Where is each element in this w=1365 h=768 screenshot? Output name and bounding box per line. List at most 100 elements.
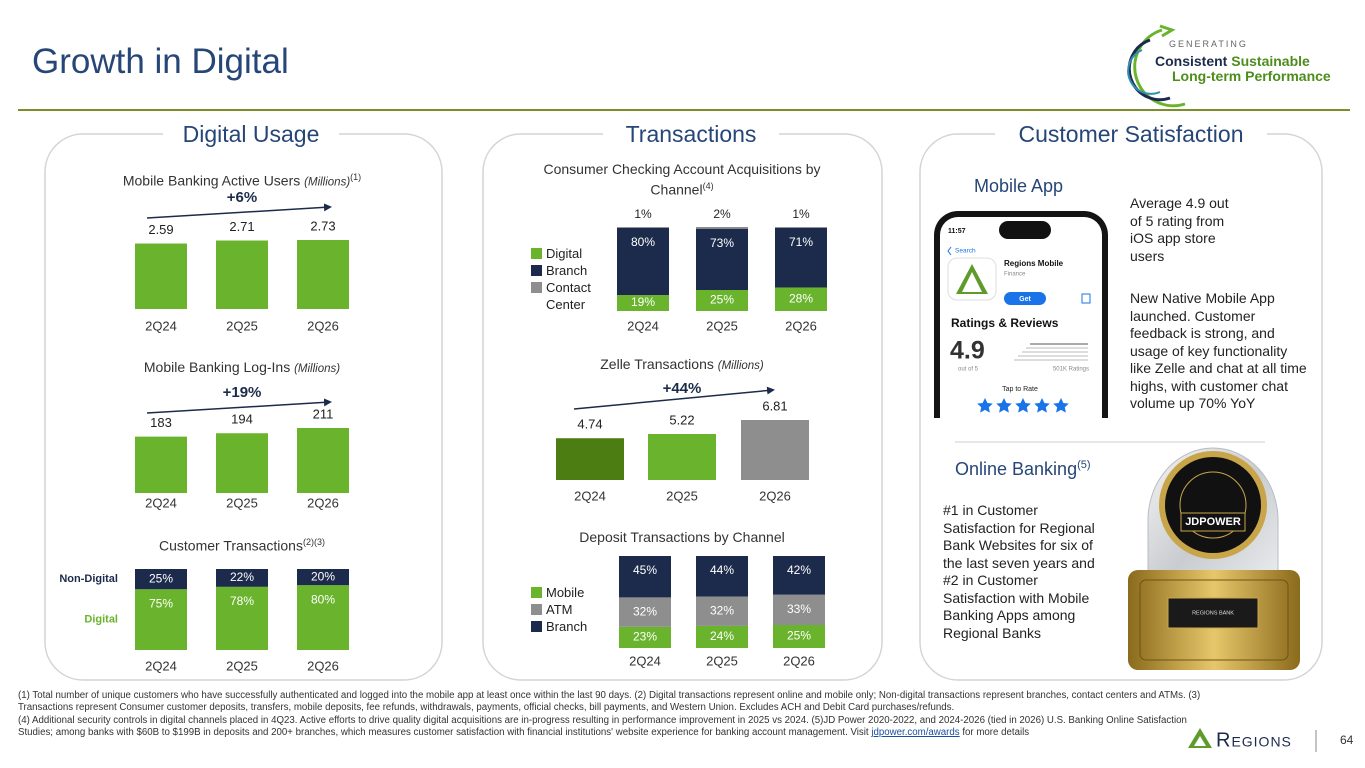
page-title: Growth in Digital [32,42,289,81]
bar-segment [696,290,748,311]
bar-segment [617,227,669,296]
bar [216,240,268,309]
value-label: 1% [634,207,652,221]
legend-swatch [531,621,542,632]
trophy: JDPOWER REGIONS BANK [1128,447,1300,670]
bar-segment [619,556,671,598]
chart-title-text: Mobile Banking Active Users [122,172,301,189]
chart-title-note: (Millions) [294,363,341,375]
chart-title-sup: (1) [350,172,362,182]
x-tick-label: 2Q26 [783,653,815,668]
value-label: 6.81 [762,398,787,413]
legend-swatch [531,282,542,293]
badge-line3: Long-term Performance [1172,68,1331,84]
bar-segment [773,625,825,648]
trophy-plaque: REGIONS BANK [1192,610,1234,616]
mobile-heading: Mobile App [974,176,1064,196]
legend-swatch [531,604,542,615]
legend-label: Non-Digital [59,573,118,585]
value-label: 25% [710,293,734,307]
bar-segment [775,227,827,288]
phone-time: 11:57 [948,228,966,235]
bar-segment [216,586,268,650]
bar-segment [297,585,349,650]
x-tick-label: 2Q26 [785,318,817,333]
value-label: 44% [710,563,734,577]
value-label: 32% [710,603,734,617]
value-label: 2.59 [148,222,173,237]
bar [216,433,268,493]
trophy-brand: JDPOWER [1185,516,1241,528]
value-label: 4.74 [577,417,602,432]
legend-label: Mobile [546,585,585,600]
bar-segment [135,589,187,650]
bar-segment [619,626,671,648]
badge-arc [1127,49,1161,95]
x-tick-label: 2Q25 [706,318,738,333]
legend-swatch [531,248,542,259]
legend-swatch [531,587,542,598]
bar-segment [216,569,268,587]
value-label: 24% [710,629,734,643]
footnote: (1) Total number of unique customers who… [18,690,1201,714]
chart-title-text: Consumer Checking Account Acquisitions b… [543,161,821,198]
section-title: Digital Usage [163,121,339,148]
x-tick-label: 2Q25 [666,488,698,503]
section-title: Customer Satisfaction [995,121,1267,148]
phone-app-category: Finance [1004,272,1026,278]
chart-title: Mobile Banking Log-Ins (Millions) [77,359,407,378]
chart-title: Mobile Banking Active Users (Millions)(1… [77,169,407,192]
footnote-link[interactable]: jdpower.com/awards [871,726,960,738]
chart-title-sup: (4) [702,181,714,191]
value-label: 71% [789,235,813,249]
bar-segment [696,227,748,229]
x-tick-label: 2Q24 [574,488,606,503]
x-tick-label: 2Q26 [307,658,339,673]
bar [297,240,349,309]
legend-label: Digital [546,246,583,261]
value-label: 25% [787,629,811,643]
bar [556,438,624,480]
chart-title-note: (Millions) [717,360,764,372]
value-label: 73% [710,236,734,250]
bar [741,420,809,480]
badge-arc [1127,38,1171,102]
x-tick-label: 2Q25 [226,495,258,510]
bar [297,428,349,493]
phone-rating: 4.9 [950,337,985,365]
value-label: 45% [633,563,657,577]
phone-mockup: 11:57 Search Regions Mobile Finance Get … [934,211,1108,418]
growth-arrow [573,386,775,410]
legend-swatch [531,265,542,276]
value-label: 23% [633,630,657,644]
growth-arrow [146,398,332,414]
online-heading-sup: (5) [1077,459,1091,471]
bar-segment [696,625,748,648]
x-tick-label: 2Q24 [627,318,659,333]
page-number: 64 [1340,733,1354,747]
value-label: 28% [789,291,813,305]
x-tick-label: 2Q24 [145,658,177,673]
value-label: 32% [633,604,657,618]
badge-line2: Consistent Sustainable [1155,53,1310,69]
growth-label: +44% [663,380,702,397]
footnotes: (1) Total number of unique customers who… [18,690,1203,739]
chart-title: Zelle Transactions (Millions) [517,356,847,375]
footnote: (4) Additional security controls in digi… [18,715,1203,740]
bar-segment [773,556,825,595]
growth-arrow [146,203,332,219]
value-label: 25% [149,571,173,585]
logo: Regions [1188,728,1317,752]
phone-app-name: Regions Mobile [1004,259,1064,268]
badge-word: Consistent [1155,53,1228,69]
phone-tap: Tap to Rate [1002,386,1038,393]
value-label: 183 [150,415,172,430]
legend-label: Branch [546,263,588,278]
bar-segment [619,597,671,627]
value-label: 42% [787,563,811,577]
value-label: 78% [230,594,254,608]
growth-label: +19% [223,384,262,401]
bar-segment [775,227,827,228]
